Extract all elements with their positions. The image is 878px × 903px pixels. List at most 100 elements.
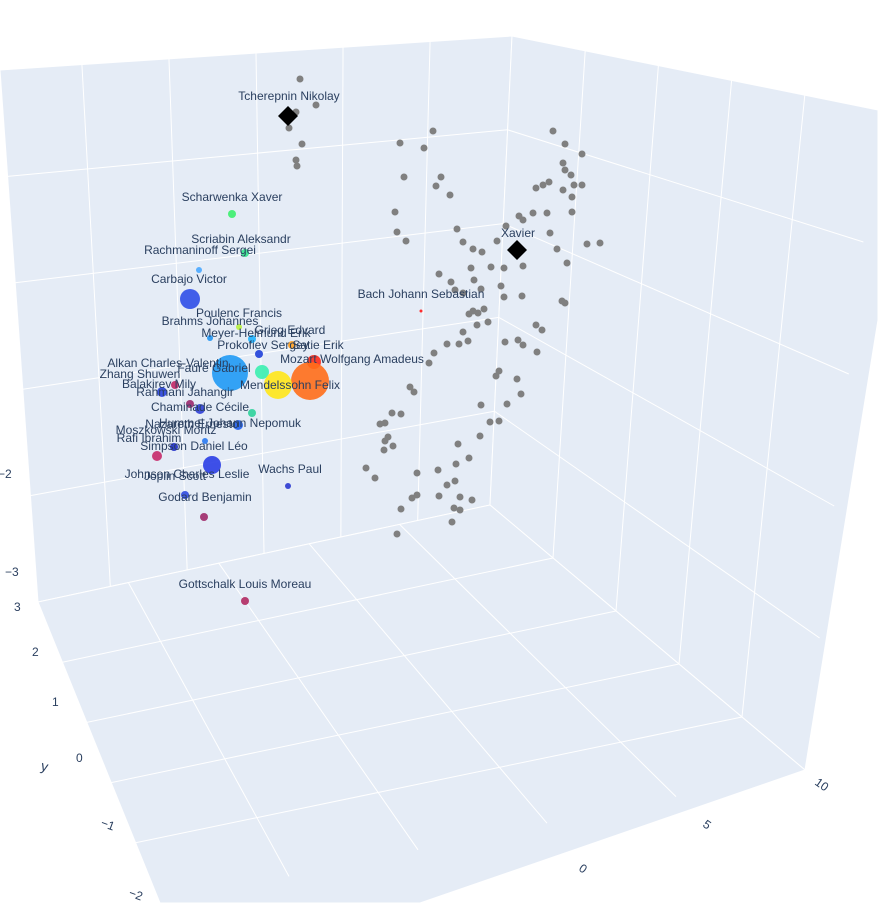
data-point[interactable] [207, 335, 213, 341]
grey-point [529, 209, 537, 217]
data-point[interactable] [278, 106, 298, 126]
point-label: Rachmaninoff Sergei [144, 243, 256, 257]
point-label: Hummel Johann Nepomuk [159, 416, 302, 430]
grid-line [30, 410, 495, 497]
grey-point [408, 494, 416, 502]
data-point[interactable] [200, 513, 208, 521]
data-point[interactable] [255, 350, 263, 358]
data-point[interactable] [195, 404, 205, 414]
grey-point [459, 238, 467, 246]
point-label: Zhang Shuwen [100, 367, 181, 381]
data-point[interactable] [507, 240, 527, 260]
grey-point [465, 454, 473, 462]
point-label: Moszkowski Moritz [116, 423, 217, 437]
grey-point [477, 285, 485, 293]
data-point[interactable] [228, 210, 236, 218]
grey-point [578, 181, 586, 189]
x-tick-label: 5 [700, 817, 714, 832]
data-point[interactable] [233, 420, 243, 430]
z-tick-label: −3 [5, 565, 19, 579]
point-label: Mendelssohn Felix [240, 378, 340, 392]
data-point[interactable] [285, 483, 291, 489]
y-axis-title: y [39, 757, 50, 774]
grey-point [430, 349, 438, 357]
data-point[interactable] [264, 371, 292, 399]
data-point[interactable] [202, 438, 208, 444]
grey-point [502, 222, 510, 230]
point-labels: Tcherepnin Nikolay Xavier Bach Johann Seba… [100, 89, 535, 591]
grey-point [553, 245, 561, 253]
scene-floor [37, 504, 806, 903]
grey-point [456, 506, 464, 514]
grey-point [519, 341, 527, 349]
data-point[interactable] [248, 409, 256, 417]
grey-point [397, 410, 405, 418]
grey-point [393, 530, 401, 538]
grid-line [399, 524, 677, 797]
data-point[interactable] [157, 387, 167, 397]
grey-point [447, 278, 455, 286]
point-label: Godard Benjamin [158, 490, 251, 504]
grey-point [470, 276, 478, 284]
data-point[interactable] [241, 597, 249, 605]
grey-point [519, 262, 527, 270]
grid-line [615, 65, 659, 612]
grid-line [503, 223, 849, 375]
grey-point [296, 75, 304, 83]
data-point[interactable] [291, 362, 329, 400]
data-point[interactable] [212, 355, 248, 391]
data-point[interactable] [186, 400, 194, 408]
grey-point [425, 359, 433, 367]
grey-point [435, 492, 443, 500]
grey-point [455, 340, 463, 348]
grey-point [518, 292, 526, 300]
grey-point [546, 229, 554, 237]
grey-point [500, 264, 508, 272]
point-label: Fauré Gabriel [177, 361, 250, 375]
point-label: Balakirev Mily [122, 377, 196, 391]
data-point[interactable] [255, 365, 269, 379]
data-point[interactable] [152, 451, 162, 461]
data-point[interactable] [419, 309, 423, 313]
grid-line [15, 223, 504, 284]
data-point[interactable] [203, 456, 221, 474]
grey-point [434, 466, 442, 474]
grey-point [435, 270, 443, 278]
data-point[interactable] [180, 289, 200, 309]
grey-point [451, 477, 459, 485]
grey-point [568, 193, 576, 201]
grid-line [678, 80, 733, 665]
data-point[interactable] [248, 335, 256, 343]
point-label: Bach Johann Sebastian [358, 287, 485, 301]
grey-point [543, 209, 551, 217]
grid-line [81, 64, 111, 587]
grey-point [450, 504, 458, 512]
grey-point [312, 101, 320, 109]
data-point[interactable] [288, 341, 296, 349]
grey-point [393, 228, 401, 236]
point-label: Rahmani Jahangir [136, 385, 233, 399]
grey-point [559, 186, 567, 194]
data-point[interactable] [171, 381, 179, 389]
y-tick-label: 2 [32, 645, 39, 659]
grey-point [456, 493, 464, 501]
data-point[interactable] [181, 491, 189, 499]
grid-line [127, 582, 290, 877]
data-point[interactable] [196, 267, 202, 273]
data-point[interactable] [170, 443, 178, 451]
grey-point [549, 127, 557, 135]
grey-point [380, 446, 388, 454]
grey-point [468, 496, 476, 504]
point-label: Wachs Paul [258, 462, 322, 476]
y-tick-label: 3 [14, 600, 21, 614]
grey-point [519, 216, 527, 224]
grey-point [448, 518, 456, 526]
data-point[interactable] [241, 249, 249, 257]
data-point[interactable] [236, 324, 242, 330]
point-label: Gottschalk Louis Moreau [179, 577, 312, 591]
grey-point [478, 248, 486, 256]
grey-point [477, 401, 485, 409]
grey-point [484, 318, 492, 326]
